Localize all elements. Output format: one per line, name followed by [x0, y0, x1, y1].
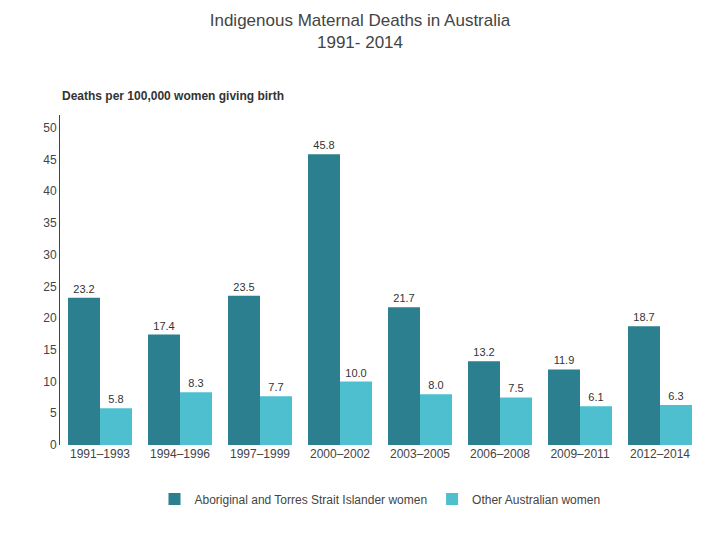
- svg-text:11.9: 11.9: [554, 354, 575, 366]
- svg-text:2009–2011: 2009–2011: [550, 447, 610, 461]
- svg-text:Other Australian women: Other Australian women: [472, 493, 600, 507]
- svg-text:21.7: 21.7: [393, 292, 414, 304]
- svg-text:5: 5: [50, 406, 57, 420]
- svg-text:2003–2005: 2003–2005: [390, 447, 450, 461]
- svg-text:6.3: 6.3: [668, 390, 683, 402]
- svg-text:Indigenous Maternal Deaths in: Indigenous Maternal Deaths in Australia1…: [210, 11, 511, 52]
- svg-text:2012–2014: 2012–2014: [630, 447, 690, 461]
- svg-text:35: 35: [43, 216, 57, 230]
- svg-text:2006–2008: 2006–2008: [470, 447, 530, 461]
- svg-text:25: 25: [43, 280, 57, 294]
- svg-text:18.7: 18.7: [633, 311, 654, 323]
- svg-text:10.0: 10.0: [345, 367, 366, 379]
- svg-text:Deaths per 100,000 women givin: Deaths per 100,000 women giving birth: [62, 89, 284, 103]
- svg-text:7.7: 7.7: [268, 381, 283, 393]
- svg-text:Aboriginal and Torres Strait I: Aboriginal and Torres Strait Islander wo…: [195, 493, 428, 507]
- svg-text:5.8: 5.8: [108, 393, 123, 405]
- svg-text:1994–1996: 1994–1996: [150, 447, 210, 461]
- svg-text:10: 10: [43, 375, 57, 389]
- svg-text:17.4: 17.4: [153, 320, 174, 332]
- svg-text:23.5: 23.5: [233, 281, 254, 293]
- svg-text:13.2: 13.2: [473, 346, 494, 358]
- svg-text:45: 45: [43, 153, 57, 167]
- svg-text:30: 30: [43, 248, 57, 262]
- svg-text:45.8: 45.8: [313, 139, 334, 151]
- svg-text:0: 0: [50, 438, 57, 452]
- svg-text:8.3: 8.3: [188, 377, 203, 389]
- svg-text:1991–1993: 1991–1993: [70, 447, 130, 461]
- svg-text:7.5: 7.5: [508, 382, 523, 394]
- svg-text:8.0: 8.0: [428, 379, 443, 391]
- svg-text:6.1: 6.1: [588, 391, 603, 403]
- svg-text:15: 15: [43, 343, 57, 357]
- svg-text:20: 20: [43, 311, 57, 325]
- svg-text:23.2: 23.2: [73, 283, 94, 295]
- svg-text:2000–2002: 2000–2002: [310, 447, 370, 461]
- svg-text:1997–1999: 1997–1999: [230, 447, 290, 461]
- svg-text:50: 50: [43, 121, 57, 135]
- svg-text:40: 40: [43, 184, 57, 198]
